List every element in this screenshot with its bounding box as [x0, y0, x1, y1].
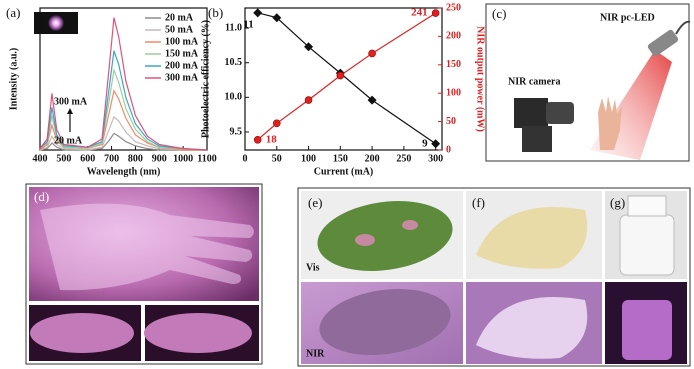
- y-tick-label: 9.5: [230, 126, 243, 137]
- panel-label: (e): [308, 195, 322, 210]
- x-tick-label: 600: [80, 153, 95, 164]
- annotation: 300 mA: [54, 96, 88, 107]
- leaf-spot: [355, 234, 375, 246]
- bottle-nir: [622, 300, 672, 360]
- series-line: [39, 67, 208, 151]
- x-tick-label: 50: [272, 153, 282, 164]
- finger-1: [30, 313, 134, 353]
- orange-nir: [476, 297, 588, 359]
- legend-label: 300 mA: [165, 72, 199, 83]
- y-axis-title: Intensity (a.u.): [8, 48, 19, 111]
- marker: [431, 139, 441, 149]
- hand-glow: [40, 203, 254, 291]
- legend-label: 200 mA: [165, 60, 199, 71]
- panel-label: (c): [492, 6, 506, 21]
- hand: [598, 96, 622, 150]
- x-axis-title: Current (mA): [314, 166, 374, 177]
- camera-label: NIR camera: [508, 76, 560, 87]
- plot-frame: [244, 7, 443, 151]
- x-axis-title: Wavelength (nm): [87, 166, 161, 177]
- panel-label: (g): [610, 195, 625, 210]
- marker: [431, 9, 440, 17]
- leaf-spot: [402, 220, 418, 230]
- series-line: [39, 50, 208, 151]
- plot-frame: [39, 7, 208, 151]
- y-axis-title: Photoelectric efficiency (%): [200, 20, 211, 138]
- marker: [368, 49, 376, 58]
- marker: [367, 95, 377, 105]
- annotation: 20 mA: [54, 135, 83, 146]
- inset-glow: [48, 15, 64, 31]
- led-label: NIR pc-LED: [600, 12, 655, 23]
- legend-label: 150 mA: [165, 48, 199, 59]
- marker: [304, 96, 313, 104]
- leaf-nir: [319, 289, 451, 355]
- marker: [304, 42, 314, 52]
- x-tick-label: 900: [152, 153, 167, 164]
- legend-label: 100 mA: [165, 36, 199, 47]
- orange-segment: [476, 207, 588, 269]
- leaf: [317, 201, 453, 271]
- y-tick-label: 10.0: [225, 92, 243, 103]
- y2-tick-label: 0: [446, 144, 451, 155]
- y2-tick-label: 150: [446, 59, 461, 70]
- x-tick-label: 0: [243, 153, 248, 164]
- arrow-head: [67, 108, 73, 114]
- x-tick-label: 1100: [197, 153, 216, 164]
- series-line: [257, 12, 436, 145]
- y2-tick-label: 50: [446, 116, 456, 127]
- x-tick-label: 400: [33, 153, 48, 164]
- x-tick-label: 1000: [173, 153, 193, 164]
- y2-tick-label: 250: [446, 2, 461, 13]
- nir-label: NIR: [306, 348, 325, 359]
- panel-label: (a): [6, 5, 20, 20]
- y-tick-label: 10.5: [225, 57, 243, 68]
- value-label: 9: [422, 137, 428, 149]
- y-tick-label: 11.0: [225, 22, 242, 33]
- vis-label: Vis: [306, 262, 320, 273]
- camera-stand: [522, 126, 552, 152]
- finger-2: [144, 313, 252, 353]
- x-tick-label: 300: [428, 153, 443, 164]
- y2-tick-label: 100: [446, 87, 461, 98]
- series-line: [257, 12, 436, 141]
- panel-label: (d): [34, 189, 49, 204]
- marker: [272, 13, 282, 23]
- x-tick-label: 200: [365, 153, 380, 164]
- y2-tick-label: 200: [446, 31, 461, 42]
- legend-label: 20 mA: [165, 12, 194, 23]
- y2-axis-title: NIR output power (mW): [475, 26, 486, 132]
- marker: [253, 135, 262, 144]
- panel-label: (b): [208, 5, 223, 20]
- x-tick-label: 250: [396, 153, 411, 164]
- series-line: [39, 89, 207, 151]
- series-line: [39, 17, 208, 151]
- x-tick-label: 500: [56, 153, 71, 164]
- panel-label: (f): [472, 195, 485, 210]
- x-tick-label: 700: [104, 153, 119, 164]
- marker: [336, 71, 345, 80]
- series-line: [39, 132, 207, 151]
- bottle-cap: [627, 195, 667, 217]
- x-tick-label: 100: [301, 153, 316, 164]
- led-cable: [675, 20, 691, 35]
- value-label: 18: [266, 133, 278, 145]
- marker: [253, 8, 263, 18]
- x-tick-label: 150: [333, 153, 348, 164]
- legend-label: 50 mA: [165, 24, 194, 35]
- value-label: 241: [411, 7, 428, 19]
- value-label: 11: [243, 18, 253, 30]
- camera-lens: [546, 102, 574, 124]
- marker: [272, 119, 281, 128]
- bottle: [619, 214, 675, 276]
- series-line: [39, 115, 207, 151]
- x-tick-label: 800: [128, 153, 143, 164]
- led-device: [647, 29, 679, 57]
- camera-body: [514, 98, 548, 128]
